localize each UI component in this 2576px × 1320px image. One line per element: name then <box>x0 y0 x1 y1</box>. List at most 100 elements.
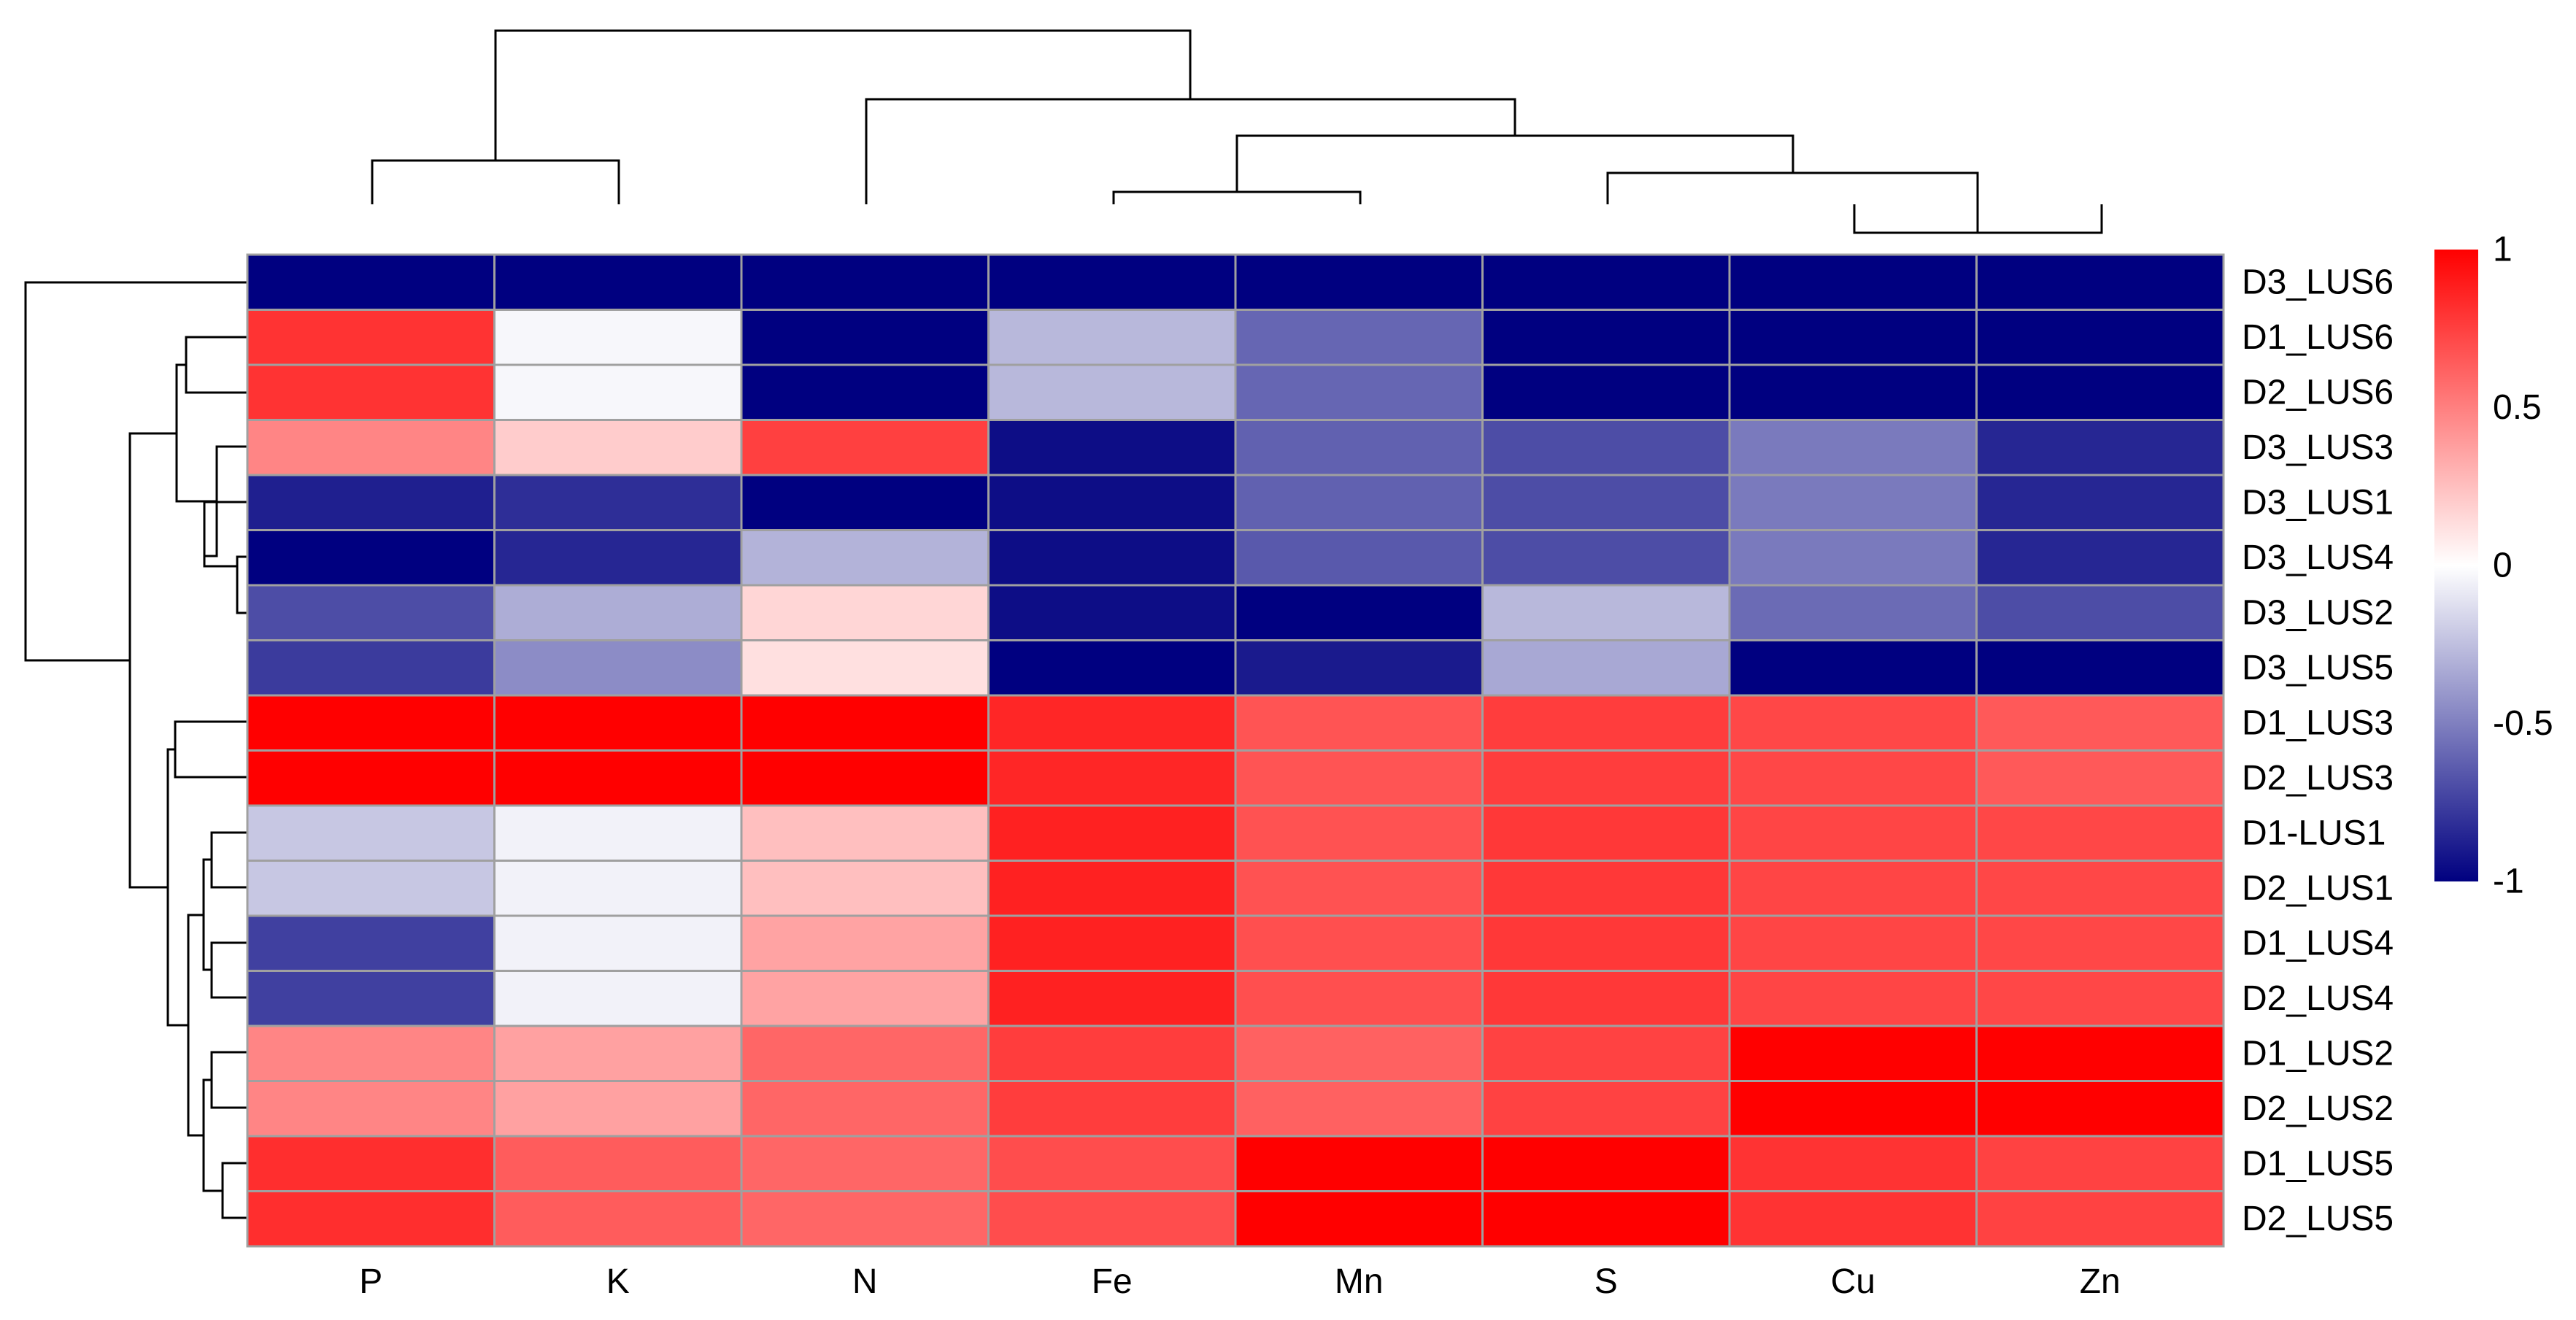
heatmap-cell <box>1481 363 1731 421</box>
heatmap-cell <box>1975 749 2225 807</box>
heatmap-cell <box>1728 749 1978 807</box>
heatmap-cell <box>246 309 495 366</box>
heatmap-cell <box>246 1024 495 1082</box>
column-label: Cu <box>1831 1262 1875 1301</box>
heatmap-cell <box>1481 860 1731 917</box>
heatmap-cell <box>1481 914 1731 972</box>
heatmap-cell <box>1481 474 1731 531</box>
column-label: Fe <box>1092 1262 1133 1301</box>
column-label: P <box>359 1262 382 1301</box>
heatmap-cell <box>246 584 495 641</box>
column-label: S <box>1594 1262 1618 1301</box>
heatmap-cell <box>1975 1190 2225 1248</box>
heatmap-cell <box>246 749 495 807</box>
heatmap-cell <box>740 1080 990 1138</box>
row-label: D1_LUS5 <box>2242 1144 2394 1183</box>
heatmap-cell <box>1481 804 1731 862</box>
heatmap-cell <box>246 804 495 862</box>
heatmap-cell <box>1728 363 1978 421</box>
heatmap-cell <box>1975 253 2225 311</box>
heatmap-cell <box>1481 749 1731 807</box>
color-legend: 1 0.5 0 -0.5 -1 <box>2434 231 2553 901</box>
heatmap-cell <box>246 253 495 311</box>
heatmap-cell <box>246 639 495 697</box>
heatmap-cell <box>740 970 990 1027</box>
heatmap-cell <box>1728 970 1978 1027</box>
heatmap-cell <box>1975 639 2225 697</box>
heatmap-cell <box>1975 419 2225 476</box>
heatmap-cell <box>740 363 990 421</box>
row-label: D2_LUS1 <box>2242 869 2394 908</box>
heatmap-cell <box>1481 1190 1731 1248</box>
heatmap-cell <box>740 1135 990 1192</box>
heatmap-cell <box>740 419 990 476</box>
heatmap-cell <box>1728 309 1978 366</box>
heatmap-cell <box>246 529 495 587</box>
heatmap-cells <box>246 253 2225 1248</box>
row-label: D1_LUS4 <box>2242 924 2394 962</box>
heatmap-cell <box>1481 253 1731 311</box>
heatmap-cell <box>493 1024 743 1082</box>
heatmap-cell <box>1481 1080 1731 1138</box>
row-label: D1_LUS2 <box>2242 1034 2394 1073</box>
heatmap-cell <box>493 914 743 972</box>
row-label: D3_LUS1 <box>2242 483 2394 522</box>
heatmap-cell <box>1481 639 1731 697</box>
heatmap-cell <box>493 309 743 366</box>
heatmap-cell <box>1234 639 1484 697</box>
heatmap-cell <box>493 529 743 587</box>
column-labels: P K N Fe Mn S Cu Zn <box>359 1262 2121 1301</box>
heatmap-cell <box>1728 804 1978 862</box>
heatmap-cell <box>740 860 990 917</box>
heatmap-cell <box>1975 1080 2225 1138</box>
heatmap-cell <box>493 474 743 531</box>
heatmap-cell <box>1975 529 2225 587</box>
heatmap-cell <box>1234 529 1484 587</box>
heatmap-cell <box>740 804 990 862</box>
heatmap-cell <box>987 1080 1237 1138</box>
heatmap-cell <box>1975 584 2225 641</box>
heatmap-cell <box>493 1135 743 1192</box>
heatmap-cell <box>1728 694 1978 752</box>
heatmap-cell <box>493 253 743 311</box>
heatmap-cell <box>493 584 743 641</box>
legend-tick-label: 0.5 <box>2493 388 2542 427</box>
legend-tick-label: -1 <box>2493 862 2524 901</box>
row-label: D3_LUS3 <box>2242 428 2394 467</box>
heatmap-cell <box>1975 474 2225 531</box>
legend-tick-label: 0 <box>2493 547 2513 585</box>
column-label: K <box>606 1262 630 1301</box>
heatmap-cell <box>246 1190 495 1248</box>
heatmap-cell <box>987 639 1237 697</box>
heatmap-cell <box>1728 639 1978 697</box>
heatmap-cell <box>740 1190 990 1248</box>
heatmap-cell <box>1975 1135 2225 1192</box>
heatmap-cell <box>1975 970 2225 1027</box>
heatmap-cell <box>1728 529 1978 587</box>
heatmap-cell <box>246 1135 495 1192</box>
heatmap-cell <box>1234 474 1484 531</box>
column-dendrogram <box>371 29 2103 234</box>
heatmap-cell <box>987 309 1237 366</box>
heatmap-cell <box>987 1135 1237 1192</box>
heatmap-cell <box>246 363 495 421</box>
heatmap-cell <box>740 639 990 697</box>
column-label: N <box>852 1262 878 1301</box>
heatmap-cell <box>493 639 743 697</box>
heatmap-cell <box>987 860 1237 917</box>
heatmap-cell <box>987 970 1237 1027</box>
heatmap-cell <box>1234 914 1484 972</box>
column-label: Zn <box>2080 1262 2121 1301</box>
row-label: D3_LUS6 <box>2242 263 2394 301</box>
heatmap-cell <box>1234 1135 1484 1192</box>
row-label: D2_LUS4 <box>2242 979 2394 1018</box>
heatmap-cell <box>1481 970 1731 1027</box>
heatmap-cell <box>740 584 990 641</box>
heatmap-cell <box>987 749 1237 807</box>
heatmap-cell <box>493 1080 743 1138</box>
row-label: D1_LUS6 <box>2242 318 2394 357</box>
heatmap-cell <box>493 363 743 421</box>
heatmap-cell <box>740 694 990 752</box>
legend-tick-label: -0.5 <box>2493 704 2553 743</box>
heatmap-cell <box>1975 694 2225 752</box>
